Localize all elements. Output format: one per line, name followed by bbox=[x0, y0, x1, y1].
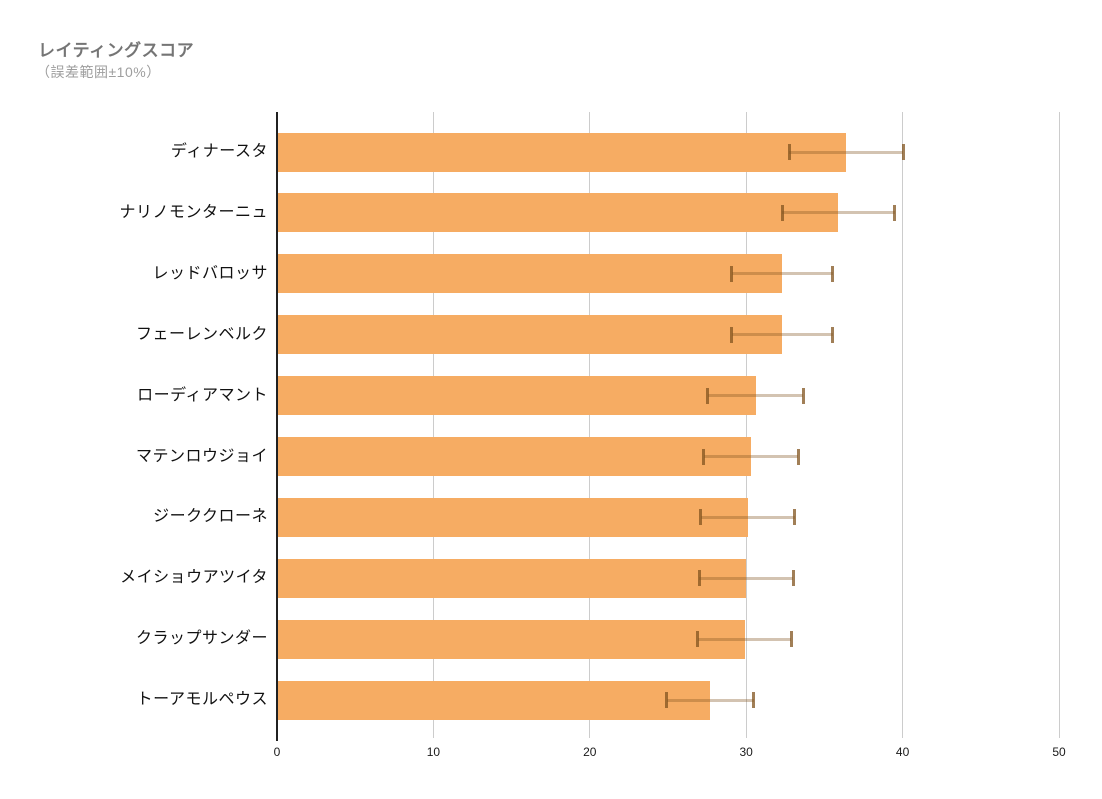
error-bar-line bbox=[782, 211, 895, 215]
x-axis-tick-label: 40 bbox=[895, 745, 910, 759]
error-bar-line bbox=[731, 272, 833, 276]
error-bar-cap-high bbox=[801, 387, 805, 404]
error-bar-cap-low bbox=[780, 204, 784, 221]
bar-8[interactable] bbox=[277, 619, 745, 659]
error-bar-cap-low bbox=[730, 326, 734, 343]
error-bar-cap-high bbox=[752, 692, 756, 709]
bar-4[interactable] bbox=[277, 376, 756, 416]
chart-title: レイティングスコア bbox=[38, 41, 195, 60]
error-bar-line bbox=[699, 576, 794, 580]
chart-subtitle: （誤差範囲±10%） bbox=[36, 64, 161, 80]
x-gridline bbox=[432, 112, 434, 738]
error-bar-cap-low bbox=[699, 509, 703, 526]
y-axis-category-label: ローディアマント bbox=[137, 386, 268, 404]
y-axis-category-label: ナリノモンターニュ bbox=[119, 203, 268, 221]
error-bar-cap-low bbox=[706, 387, 710, 404]
error-bar-line bbox=[697, 637, 792, 641]
error-bar-cap-high bbox=[796, 448, 800, 465]
bar-2[interactable] bbox=[277, 254, 783, 294]
bar-5[interactable] bbox=[277, 437, 751, 476]
x-axis-tick-label: 0 bbox=[273, 745, 281, 759]
y-axis: ディナースタナリノモンターニュレッドバロッサフェーレンベルク ローディアマント マテ… bbox=[0, 0, 268, 799]
error-bar-cap-high bbox=[893, 204, 897, 221]
error-bar-cap-low bbox=[697, 570, 701, 587]
error-bar-line bbox=[700, 515, 795, 519]
bar-7[interactable] bbox=[277, 558, 747, 598]
error-bar-cap-low bbox=[787, 144, 791, 160]
error-bar-cap-high bbox=[901, 144, 905, 160]
x-axis-zero-line bbox=[276, 112, 278, 741]
error-bar-line bbox=[731, 333, 833, 337]
error-bar-line bbox=[666, 698, 754, 702]
error-bar-cap-high bbox=[789, 631, 793, 648]
y-axis-category-label: ディナースタ bbox=[170, 143, 268, 160]
y-axis-category-label: ジーククローネ bbox=[153, 508, 268, 526]
bar-1[interactable] bbox=[277, 193, 839, 233]
error-bar-cap-low bbox=[702, 448, 705, 465]
x-gridline bbox=[902, 112, 904, 738]
error-bar-cap-high bbox=[831, 326, 835, 343]
x-gridline bbox=[1058, 112, 1060, 738]
x-gridline bbox=[589, 112, 591, 738]
y-axis-category-label: トーアモルペウス bbox=[136, 691, 268, 709]
bar-9[interactable] bbox=[277, 680, 711, 720]
x-axis-tick-label: 10 bbox=[426, 745, 441, 759]
x-axis-tick-label: 20 bbox=[583, 745, 597, 759]
y-axis-category-label: クラップサンダー bbox=[135, 630, 268, 648]
error-bar-cap-high bbox=[793, 509, 797, 526]
x-axis-tick-label: 50 bbox=[1052, 745, 1066, 759]
error-bar-cap-high bbox=[831, 265, 835, 282]
error-bar-line bbox=[703, 455, 799, 458]
error-bar-cap-high bbox=[791, 570, 795, 587]
bar-0[interactable] bbox=[277, 132, 847, 172]
x-gridline bbox=[745, 112, 747, 738]
x-axis-tick-label: 30 bbox=[739, 745, 753, 759]
y-axis-category-label: マテンロウジョイ bbox=[135, 447, 268, 465]
error-bar-line bbox=[707, 394, 804, 398]
bar-3[interactable] bbox=[277, 315, 783, 355]
error-bar-cap-low bbox=[665, 692, 669, 709]
bar-6[interactable] bbox=[277, 497, 748, 537]
error-bar-line bbox=[789, 150, 904, 154]
error-bar-cap-low bbox=[730, 265, 734, 282]
y-axis-category-label: フェーレンベルク bbox=[135, 325, 268, 343]
y-axis-category-label: メイショウアツイタ bbox=[120, 569, 268, 587]
plot-area bbox=[276, 112, 1060, 741]
error-bar-cap-low bbox=[696, 631, 700, 648]
y-axis-category-label: レッドバロッサ bbox=[152, 264, 268, 282]
